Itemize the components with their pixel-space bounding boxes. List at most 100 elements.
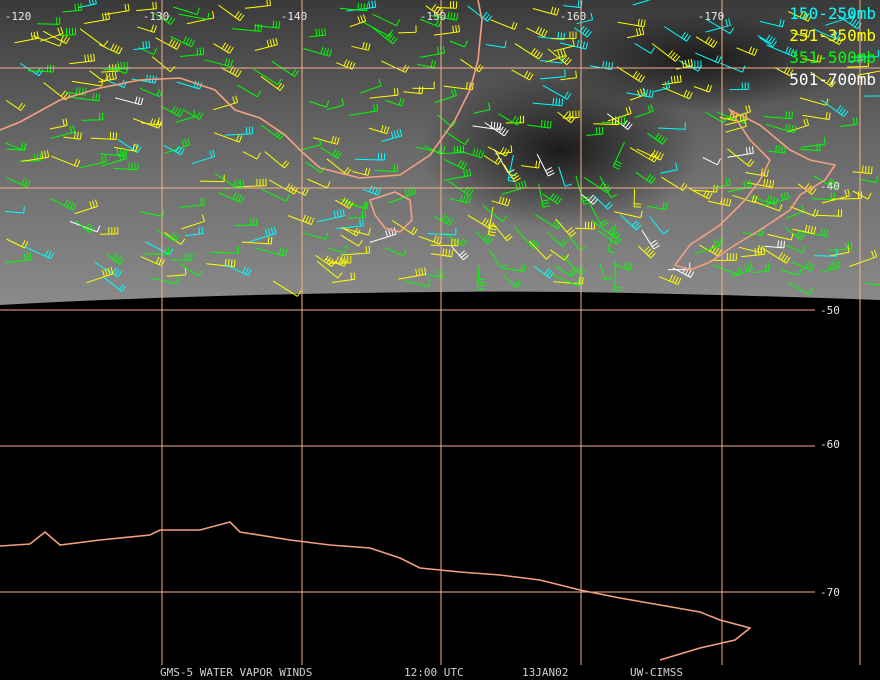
wind-barb <box>417 59 436 68</box>
wind-barb <box>535 214 563 230</box>
wind-barb <box>693 84 713 93</box>
wind-barb <box>436 114 457 128</box>
wind-barb <box>21 150 50 162</box>
wind-barb <box>173 6 200 15</box>
wind-barb <box>695 238 723 254</box>
wind-barb <box>626 27 645 39</box>
wind-barb <box>254 20 281 29</box>
wind-barb <box>864 282 880 286</box>
wind-barb <box>178 12 210 20</box>
longitude-label: -160 <box>560 10 587 23</box>
wind-barb <box>626 88 654 98</box>
wind-barb <box>136 24 157 33</box>
wind-barb <box>857 70 880 76</box>
wind-barb <box>813 175 840 190</box>
wind-barb <box>467 5 493 22</box>
wind-barb <box>767 233 794 241</box>
wind-barb <box>762 248 791 264</box>
wind-barb <box>99 43 123 55</box>
longitude-label: -120 <box>5 10 32 23</box>
wind-barb <box>433 24 460 36</box>
wind-barb <box>492 223 513 242</box>
wind-barb <box>443 130 470 146</box>
wind-barb <box>398 267 427 280</box>
wind-barb <box>662 86 693 100</box>
wind-barb <box>792 224 817 235</box>
wind-barb <box>614 210 643 219</box>
wind-barb <box>133 40 151 51</box>
wind-barb <box>349 14 367 28</box>
wind-barb <box>511 69 534 81</box>
graticule <box>0 0 880 665</box>
wind-barb <box>443 168 472 181</box>
wind-barb <box>313 135 340 145</box>
wind-barb <box>164 231 186 245</box>
wind-barb <box>136 1 157 12</box>
wind-barb <box>303 46 332 57</box>
wind-barb <box>647 201 668 210</box>
wind-barb <box>340 198 368 210</box>
wind-barb <box>63 131 82 140</box>
wind-barb <box>636 148 664 161</box>
wind-barb <box>352 167 371 176</box>
wind-barb <box>209 246 239 254</box>
wind-barb <box>514 227 540 249</box>
wind-barb <box>852 165 873 175</box>
wind-barb <box>340 234 363 247</box>
wind-barb <box>864 95 880 97</box>
wind-barb <box>614 261 633 271</box>
wind-barb <box>179 197 205 208</box>
wind-barb <box>151 276 180 285</box>
wind-barb <box>253 69 282 86</box>
wind-barb <box>51 155 81 168</box>
wind-barb <box>647 132 668 145</box>
wind-barb <box>825 9 855 26</box>
wind-barb <box>762 191 790 207</box>
wind-barb <box>163 144 185 156</box>
wind-barb <box>387 186 417 204</box>
wind-barb <box>672 266 695 278</box>
wind-barb <box>94 262 123 278</box>
wind-barb <box>620 214 642 231</box>
wind-barb <box>599 263 612 281</box>
wind-barb <box>766 44 798 58</box>
wind-barb <box>326 98 345 111</box>
wind-barb <box>69 53 95 65</box>
wind-barb <box>745 168 769 177</box>
wind-barb <box>218 192 245 204</box>
wind-barb <box>599 176 618 199</box>
wind-barb <box>214 173 241 188</box>
wind-barb <box>438 145 465 155</box>
wind-barb <box>272 280 302 297</box>
wind-barb <box>503 164 521 183</box>
wind-barb <box>5 142 27 151</box>
wind-barb <box>306 178 331 189</box>
wind-barb <box>113 162 139 171</box>
wind-barb <box>649 216 670 235</box>
wind-barb <box>341 245 371 256</box>
wind-barb <box>727 179 752 193</box>
latitude-labels: -40 -50 -60 -70 <box>820 180 840 599</box>
wind-barb <box>328 255 352 264</box>
wind-barb <box>185 226 204 237</box>
wind-barb <box>483 155 503 165</box>
wind-barb <box>362 21 393 37</box>
longitude-label: -170 <box>698 10 725 23</box>
wind-barb <box>810 71 837 88</box>
wind-barb <box>326 158 352 175</box>
wind-barb <box>797 183 817 195</box>
wind-barb <box>339 2 368 12</box>
wind-barb <box>551 31 577 40</box>
wind-barb <box>660 162 678 174</box>
wind-barb <box>547 48 572 66</box>
wind-barb <box>308 28 326 38</box>
wind-barb <box>403 86 424 95</box>
wind-barb <box>705 111 728 124</box>
wind-barb <box>521 160 541 169</box>
wind-barb <box>451 245 469 261</box>
dry-slot <box>550 10 850 110</box>
wind-barb <box>4 252 32 264</box>
wind-barb <box>542 192 562 205</box>
wind-barb <box>558 166 572 187</box>
wind-barb <box>791 261 815 272</box>
